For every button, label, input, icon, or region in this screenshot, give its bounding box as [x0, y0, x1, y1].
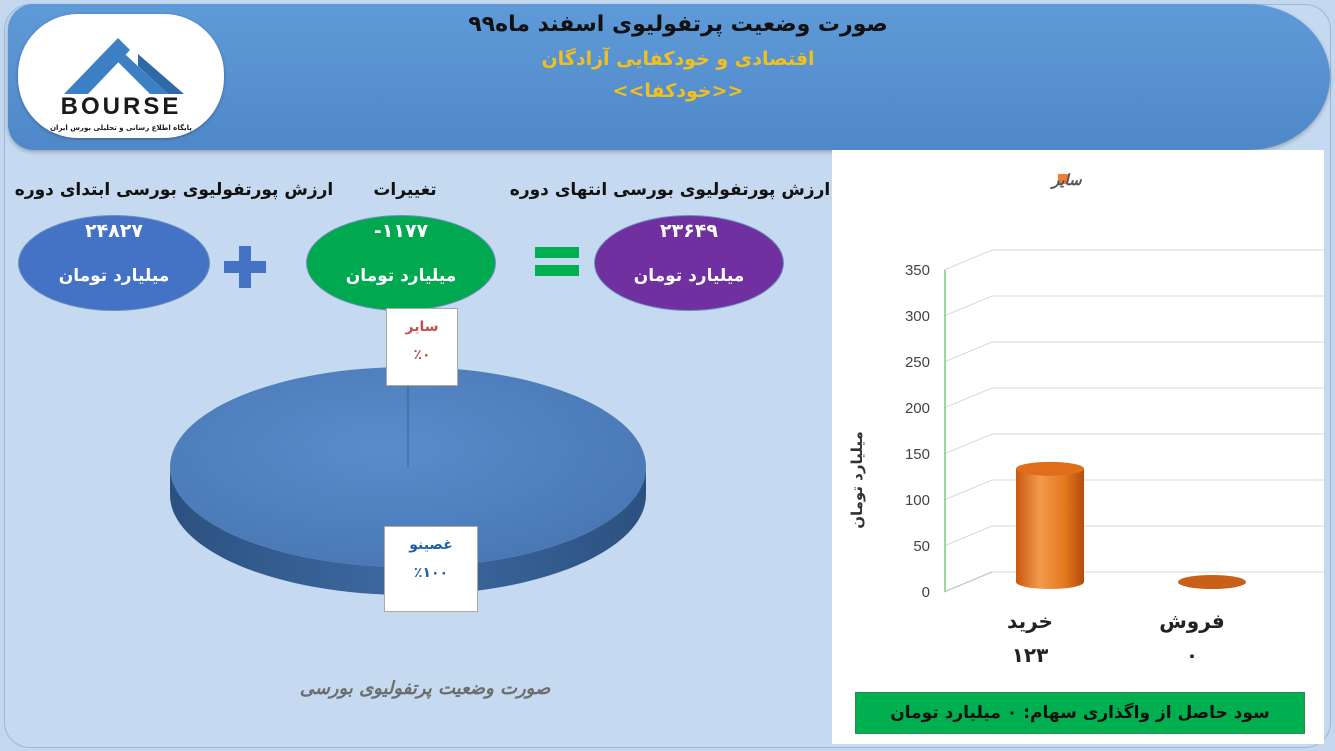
gridline — [943, 341, 1324, 363]
legend-swatch — [1058, 174, 1068, 184]
bar-value-label-1: ۰ — [1186, 643, 1198, 667]
x-category-label-1: فروش — [1159, 609, 1225, 633]
y-tick-label: 250 — [905, 354, 930, 371]
change-value: -۱۱۷۷ — [373, 220, 429, 242]
bar-top-0 — [1016, 461, 1084, 476]
change-value-unit: میلیارد تومان — [345, 266, 457, 286]
bar-value-label-0: ۱۲۳ — [1012, 643, 1049, 667]
pie-label-ghesino: غصینو — [409, 537, 453, 553]
bar-chart-panel: 0 50 100 150 200 250 300 350 خرید ۱۲۳ فروش ۰ سایر … — [832, 150, 1324, 744]
pie-chart-title: صورت وضعیت پرتفولیوی بورسی — [299, 678, 551, 699]
gridline — [943, 525, 1324, 547]
pie-slice-side-ghesino — [170, 467, 646, 595]
profit-value: ۰ — [1006, 703, 1018, 723]
plus-icon — [224, 246, 266, 288]
profit-box: سود حاصل از واگذاری سهام:۰میلیارد تومان — [855, 692, 1305, 734]
floor-edge — [943, 571, 993, 593]
gridline — [943, 479, 1324, 501]
logo-brand-text: BOURSE — [61, 93, 182, 120]
page-header: صورت وضعیت پرتفولیوی اسفند ماه۹۹ اقتصادی… — [8, 4, 1330, 150]
page-title: صورت وضعیت پرتفولیوی اسفند ماه۹۹ — [468, 12, 888, 37]
gridline — [943, 571, 1324, 593]
gridline — [943, 249, 1324, 271]
logo-tagline: پایگاه اطلاع رسانی و تحلیلی بورس ایران — [50, 123, 192, 132]
start-value-unit: میلیارد تومان — [58, 266, 170, 286]
start-value: ۲۴۸۲۷ — [85, 220, 143, 242]
start-value-oval: ۲۴۸۲۷ میلیارد تومان — [18, 215, 210, 311]
start-value-label: ارزش پورتفولیوی بورسی ابتدای دوره — [14, 180, 334, 200]
change-label: تغییرات — [373, 180, 437, 200]
company-ticker: <<خودکفا>> — [612, 80, 744, 102]
y-tick-label: 300 — [905, 308, 930, 325]
gridline — [943, 387, 1324, 409]
y-tick-label: 100 — [905, 492, 930, 509]
gridline — [943, 295, 1324, 317]
pie-label-other: سایر — [405, 319, 439, 335]
end-value: ۲۳۶۴۹ — [660, 220, 718, 242]
profit-label: سود حاصل از واگذاری سهام: — [1023, 703, 1270, 723]
bar-0 — [1016, 468, 1084, 589]
change-value-oval: -۱۱۷۷ میلیارد تومان — [306, 215, 496, 311]
end-value-unit: میلیارد تومان — [633, 266, 745, 286]
logo: BOURSE پایگاه اطلاع رسانی و تحلیلی بورس … — [18, 14, 224, 138]
bar-top-1 — [1178, 575, 1246, 589]
pie-percent-other: ٪۰ — [413, 347, 431, 363]
pie-callout-ghesino: غصینو ٪۱۰۰ — [384, 526, 478, 612]
gridline — [943, 433, 1324, 455]
x-category-label-0: خرید — [1007, 609, 1053, 633]
y-tick-label: 200 — [905, 400, 930, 417]
pie-callout-other: سایر ٪۰ — [386, 308, 458, 386]
y-tick-label: 150 — [905, 446, 930, 463]
legend-label: سایر — [1050, 171, 1083, 189]
company-name: اقتصادی و خودکفایی آزادگان — [541, 48, 815, 70]
end-value-label: ارزش پورتفولیوی بورسی انتهای دوره — [509, 180, 831, 200]
y-tick-label: 0 — [922, 584, 930, 601]
pie-percent-ghesino: ٪۱۰۰ — [413, 565, 449, 581]
logo-mark-icon: BOURSE پایگاه اطلاع رسانی و تحلیلی بورس … — [50, 38, 192, 132]
y-tick-label: 50 — [913, 538, 930, 555]
y-axis-label: میلیارد تومان — [848, 431, 866, 529]
equals-icon — [535, 247, 579, 276]
end-value-oval: ۲۳۶۴۹ میلیارد تومان — [594, 215, 784, 311]
y-tick-label: 350 — [905, 262, 930, 279]
profit-unit: میلیارد تومان — [890, 703, 1001, 723]
